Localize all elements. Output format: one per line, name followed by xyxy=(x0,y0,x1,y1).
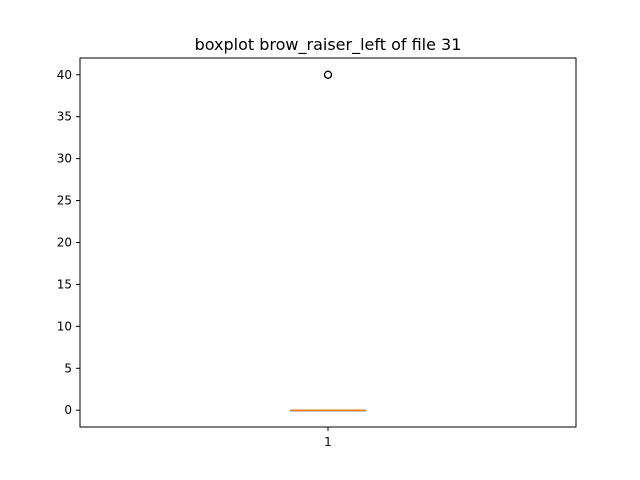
y-tick-label: 10 xyxy=(57,319,72,333)
y-tick-label: 25 xyxy=(57,194,72,208)
y-tick-label: 35 xyxy=(57,110,72,124)
y-tick-label: 40 xyxy=(57,68,72,82)
chart-title: boxplot brow_raiser_left of file 31 xyxy=(195,35,462,55)
x-tick-label: 1 xyxy=(324,435,332,449)
y-tick-label: 0 xyxy=(64,403,72,417)
y-tick-label: 5 xyxy=(64,361,72,375)
y-tick-label: 20 xyxy=(57,236,72,250)
y-tick-label: 15 xyxy=(57,277,72,291)
y-tick-label: 30 xyxy=(57,152,72,166)
